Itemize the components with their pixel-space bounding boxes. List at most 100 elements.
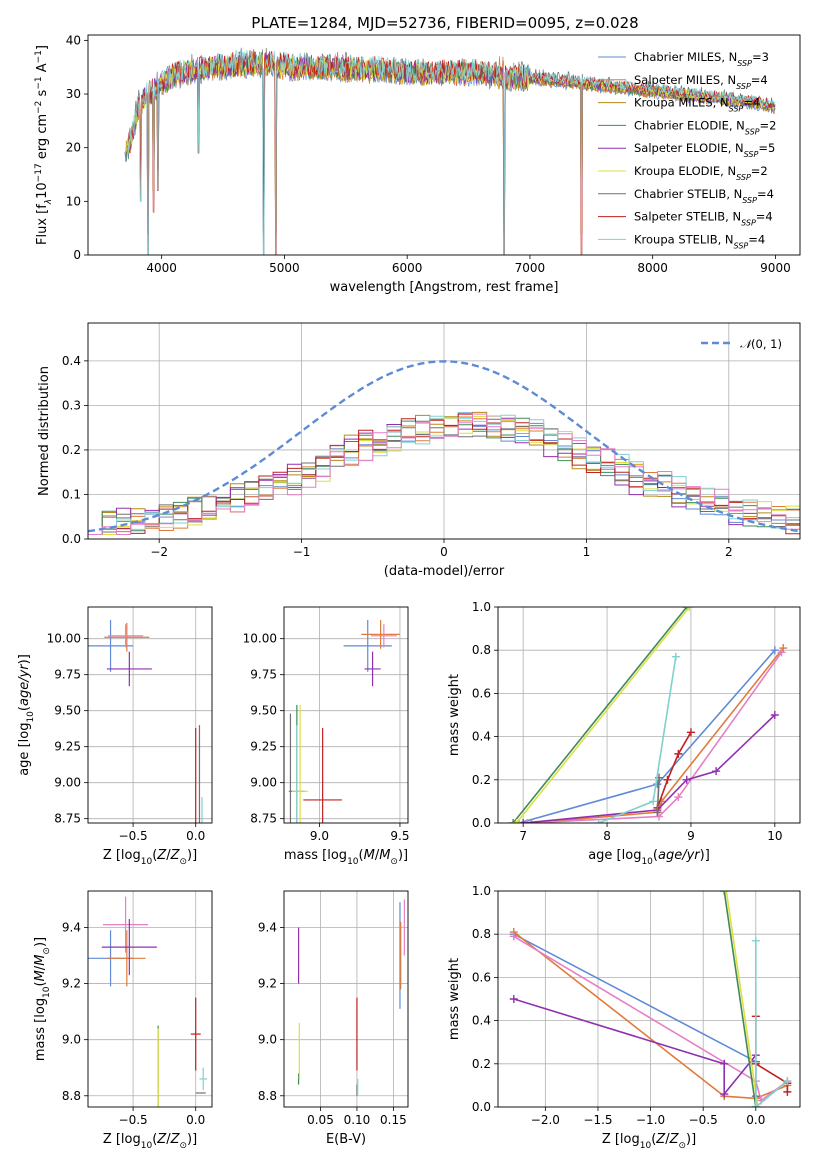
x-axis-label: Z [log10(Z/Z⊙)] [602, 1132, 696, 1151]
weight-point-marker [770, 646, 779, 655]
y-tick-label: 40 [66, 33, 81, 47]
axes-frame [283, 890, 409, 1108]
y-tick-label: 9.00 [54, 776, 81, 790]
y-tick-label: 10.00 [243, 632, 277, 646]
legend-entry: Kroupa ELODIE, NSSP=2 [634, 164, 768, 182]
weight-series [512, 607, 694, 823]
x-tick-label: −2.0 [531, 1113, 560, 1127]
mass_vs_EBV-plot-area [297, 899, 405, 1096]
y-tick-label: 8.75 [250, 812, 277, 826]
y-tick-label: 0.8 [472, 927, 491, 941]
weight-point-marker [519, 819, 528, 823]
weight-point-marker [509, 932, 518, 941]
y-tick-label: 0.0 [472, 816, 491, 830]
axes-frame [497, 890, 801, 1108]
error-bar-point [292, 704, 309, 823]
weight-point-marker [674, 749, 683, 758]
age_vs_Z-panel: −0.5 0.0 8.75 9.00 9.25 9.50 9.75 10.00 Z [log10… [17, 606, 213, 867]
weight-point-marker [686, 728, 695, 737]
residuals-plot-area [88, 360, 800, 535]
weight-point-marker [720, 891, 729, 895]
y-tick-label: 0.2 [62, 443, 81, 457]
mass_vs_Z-panel: −0.5 0.0 8.8 9.0 9.2 9.4 Z [log10(Z/Z⊙)] mass [… [33, 890, 213, 1151]
x-tick-label: 9000 [760, 261, 791, 275]
weight-point-marker [720, 1090, 729, 1099]
weight-series [509, 607, 691, 823]
age_vs_mass-plot-area [288, 619, 400, 823]
error-bar-point [370, 624, 397, 648]
x-tick-label: 1 [583, 545, 591, 559]
y-tick-label: 0.4 [472, 730, 491, 744]
x-tick-label: 2 [725, 545, 733, 559]
age_vs_mass-panel: 9.0 9.5 8.75 9.00 9.25 9.50 9.75 10.00 mass [log… [243, 606, 409, 867]
y-tick-label: 9.4 [62, 920, 81, 934]
axes-frame [87, 606, 213, 824]
mass_vs_Z-plot-area [88, 896, 207, 1107]
x-tick-label: 6000 [392, 261, 423, 275]
legend-entry: Chabrier MILES, NSSP=3 [634, 50, 769, 68]
y-tick-label: 9.25 [54, 740, 81, 754]
y-tick-label: 1.0 [472, 600, 491, 614]
weight-series [523, 648, 786, 823]
x-tick-label: −0.5 [119, 829, 148, 843]
x-tick-label: −1.0 [636, 1113, 665, 1127]
weight-point-marker [663, 775, 672, 784]
x-tick-label: −1 [293, 545, 311, 559]
y-tick-label: 9.50 [54, 704, 81, 718]
y-tick-label: 0.1 [62, 487, 81, 501]
x-axis-label: age [log10(age/yr)] [588, 848, 710, 867]
axes-frame [87, 34, 801, 256]
x-tick-label: −0.5 [689, 1113, 718, 1127]
spectrum-legend: Chabrier MILES, NSSP=3 Salpeter MILES, NS… [598, 50, 776, 250]
mass_weight_vs_Z-panel: −2.0 −1.5 −1.0 −0.5 0.0 0.0 0.2 0.4 0.6 0.8 1.0 mas… [447, 884, 801, 1151]
weight-point-marker [783, 1077, 792, 1086]
legend-entry: Kroupa STELIB, NSSP=4 [634, 232, 765, 250]
y-tick-label: 0.4 [472, 1014, 491, 1028]
y-tick-label: 1.0 [472, 884, 491, 898]
x-tick-label: −2 [150, 545, 168, 559]
weight-series [653, 728, 695, 812]
x-tick-label: −1.5 [583, 1113, 612, 1127]
x-tick-label: 9.5 [390, 829, 409, 843]
legend-entry: Kroupa MILES, NSSP=4 [634, 96, 760, 114]
y-tick-label: 9.4 [258, 920, 277, 934]
residuals-panel: −2 −1 0 1 2 0.0 0.1 0.2 0.3 0.4 (data-model)/error… [37, 322, 801, 579]
error-bar-point [303, 727, 342, 823]
weight-point-marker [509, 819, 518, 823]
x-axis-label: Z [log10(Z/Z⊙)] [103, 848, 197, 867]
x-axis-label: Z [log10(Z/Z⊙)] [103, 1132, 197, 1151]
y-tick-label: 8.75 [54, 812, 81, 826]
error-bar-point [343, 619, 392, 672]
y-tick-label: 8.8 [258, 1089, 277, 1103]
legend-entry: Salpeter STELIB, NSSP=4 [634, 210, 773, 228]
x-tick-label: 7000 [515, 261, 546, 275]
weight-point-marker [751, 1103, 760, 1107]
age_vs_Z-plot-area [88, 619, 203, 823]
weight-point-marker [770, 711, 779, 719]
x-axis-label: (data-model)/error [384, 564, 505, 579]
x-tick-label: 10 [767, 829, 782, 843]
x-tick-label: 7 [519, 829, 527, 843]
x-tick-label: 0.0 [186, 829, 205, 843]
legend-entry: Chabrier STELIB, NSSP=4 [634, 187, 774, 205]
x-tick-label: 8000 [637, 261, 668, 275]
spectrum-panel: 4000 5000 6000 7000 8000 9000 0 10 20 30 40 wavelen… [34, 33, 801, 295]
weight-point-marker [722, 891, 731, 895]
figure-title: PLATE=1284, MJD=52736, FIBERID=0095, z=0… [251, 14, 638, 32]
axes-frame [87, 322, 801, 540]
weight-series [509, 995, 760, 1099]
weight-point-marker [653, 780, 662, 789]
weight-point-marker [509, 995, 518, 1003]
weight-point-marker [527, 819, 536, 823]
x-axis-label: E(B-V) [326, 1132, 366, 1147]
error-bar-point [364, 651, 381, 687]
y-tick-label: 0.8 [472, 643, 491, 657]
y-tick-label: 9.0 [62, 1033, 81, 1047]
legend-entry: Salpeter ELODIE, NSSP=5 [634, 141, 775, 159]
x-tick-label: 8 [603, 829, 611, 843]
legend-entry: Chabrier ELODIE, NSSP=2 [634, 118, 776, 136]
error-bar-point [190, 997, 201, 1071]
residual-histogram-series [88, 418, 800, 535]
x-tick-label: −0.5 [119, 1113, 148, 1127]
